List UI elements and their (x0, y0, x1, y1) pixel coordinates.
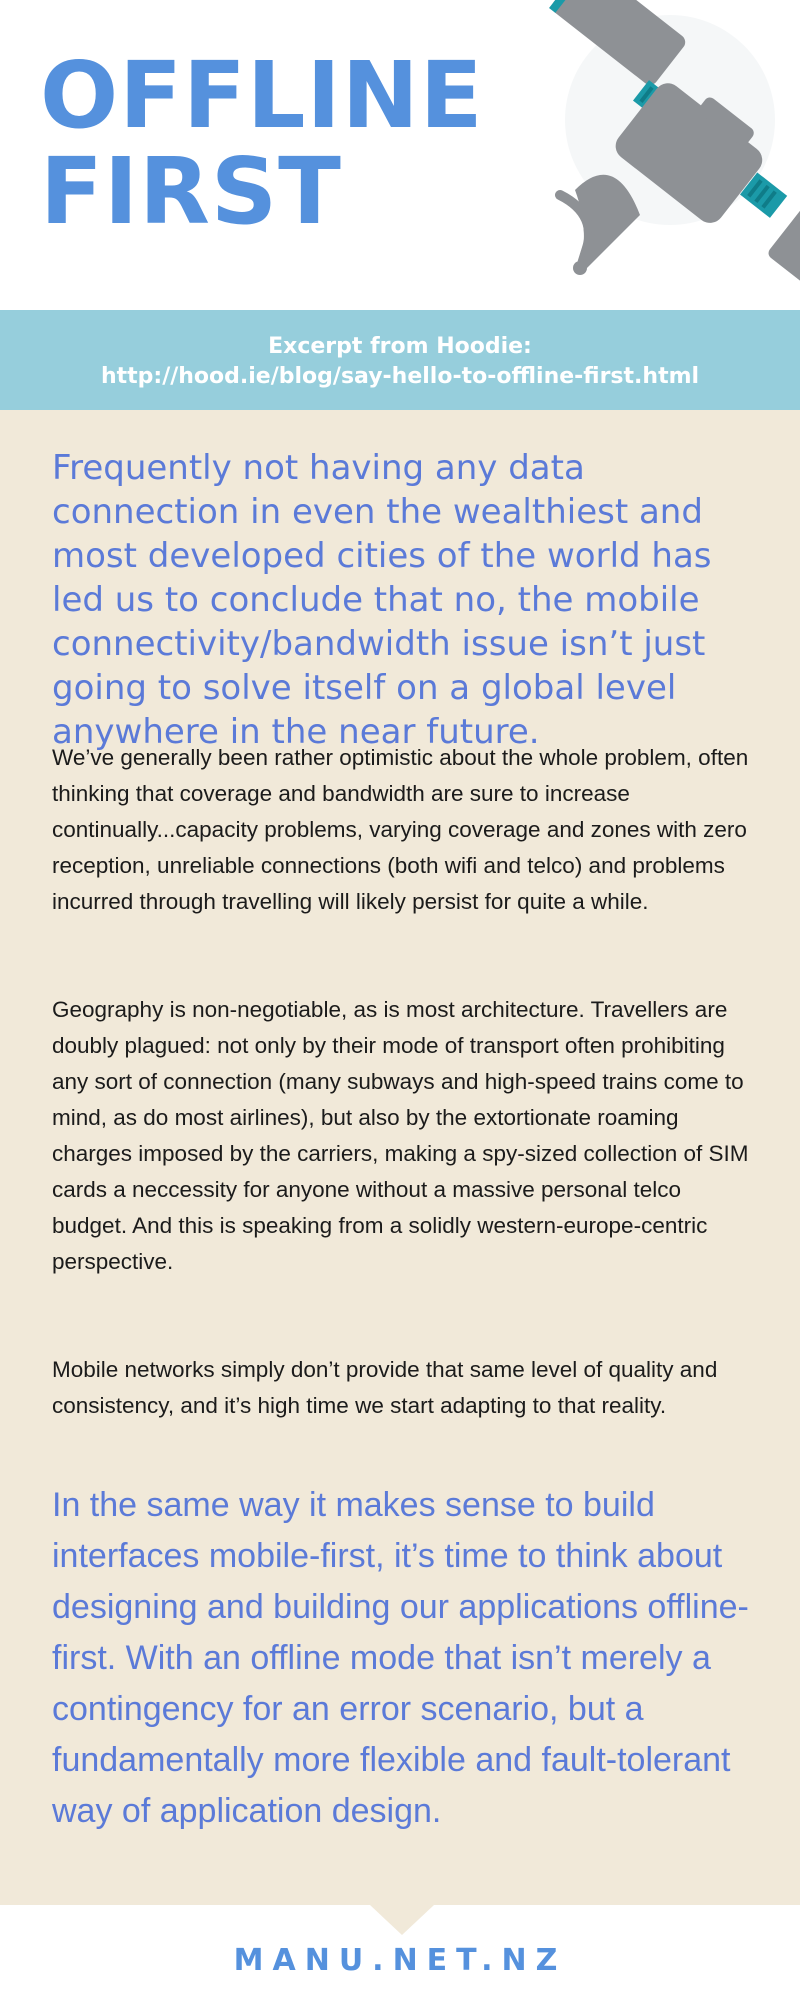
article-body: Frequently not having any data connectio… (0, 410, 800, 1905)
footer-notch (370, 1905, 434, 1935)
footer-site-link[interactable]: MANU.NET.NZ (233, 1943, 567, 1978)
source-label: Excerpt from Hoodie: (268, 334, 532, 359)
title-line-2: FIRST (40, 138, 342, 245)
page-title: OFFLINE FIRST (40, 48, 484, 240)
satellite-icon (549, 0, 800, 289)
source-url[interactable]: http://hood.ie/blog/say-hello-to-offline… (100, 364, 700, 389)
body-paragraph-3: Mobile networks simply don’t provide tha… (52, 1357, 718, 1418)
header: OFFLINE FIRST (0, 0, 800, 310)
body-paragraph-2: Geography is non-negotiable, as is most … (52, 997, 749, 1274)
footer: MANU.NET.NZ (0, 1905, 800, 2000)
lead-paragraph: Frequently not having any data connectio… (52, 448, 712, 752)
title-line-1: OFFLINE (40, 42, 484, 149)
source-banner: Excerpt from Hoodie: http://hood.ie/blog… (0, 310, 800, 410)
body-paragraph-1: We’ve generally been rather optimistic a… (52, 745, 749, 914)
closing-quote: In the same way it makes sense to build … (52, 1486, 749, 1830)
